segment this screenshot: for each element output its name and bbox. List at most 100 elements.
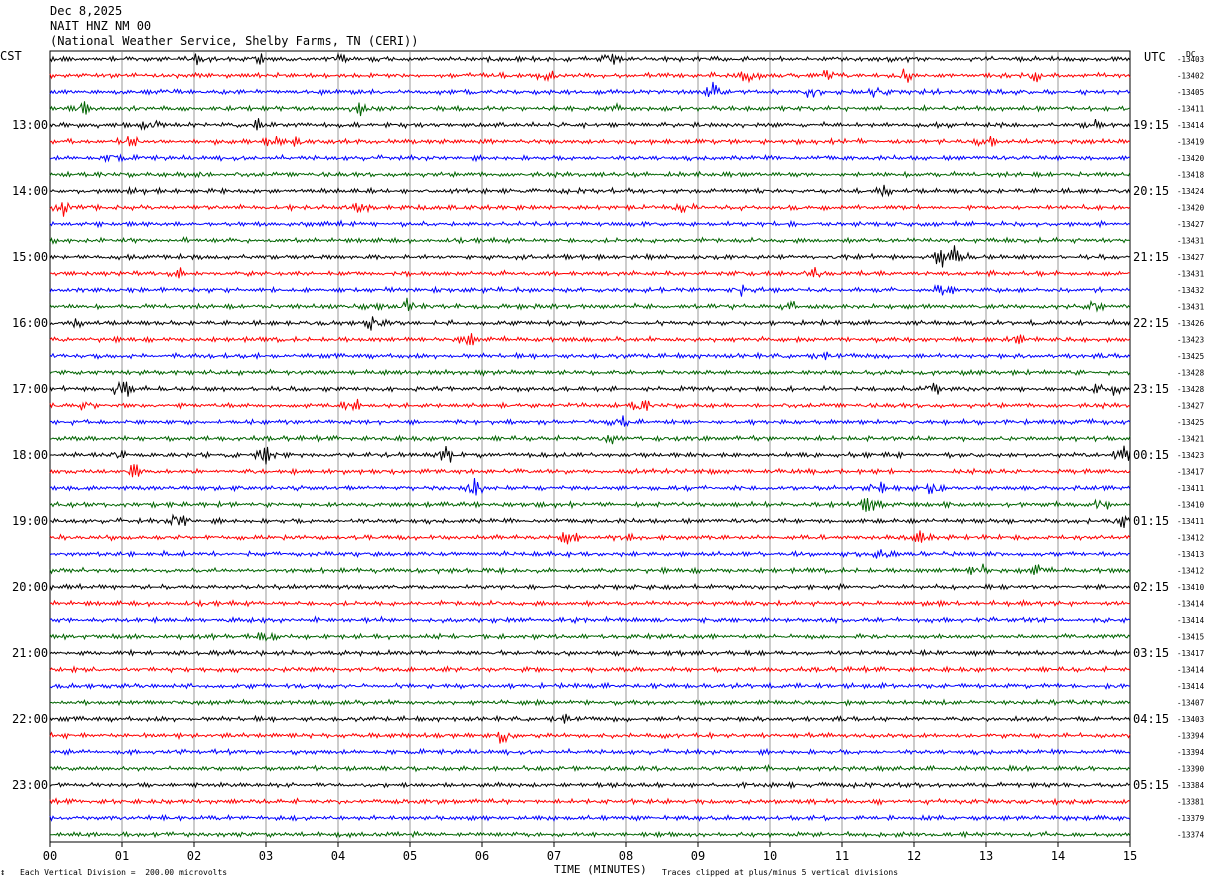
dc-offset-label: -13407 — [1177, 699, 1204, 708]
seismic-trace — [49, 236, 1131, 245]
dc-offset-label: -13426 — [1177, 319, 1205, 328]
dc-offset-label: -13394 — [1177, 732, 1205, 741]
dc-offset-label: -13413 — [1177, 550, 1204, 559]
utc-hour-label: 02:15 — [1133, 580, 1169, 594]
seismic-trace — [49, 219, 1131, 229]
seismic-trace — [49, 184, 1131, 198]
dc-offset-label: -13390 — [1177, 765, 1205, 774]
dc-offset-label: -13414 — [1177, 666, 1205, 675]
dc-offset-label: -13431 — [1177, 270, 1204, 279]
x-tick-label: 13 — [979, 849, 993, 863]
dc-offset-label: -13412 — [1177, 567, 1204, 576]
seismic-trace — [49, 445, 1131, 465]
utc-hour-label: 21:15 — [1133, 250, 1169, 264]
x-tick-label: 08 — [619, 849, 633, 863]
utc-hour-label: 00:15 — [1133, 448, 1169, 462]
x-tick-label: 12 — [907, 849, 921, 863]
dc-offset-label: -13384 — [1177, 781, 1205, 790]
dc-offset-label: -13414 — [1177, 600, 1205, 609]
dc-offset-label: -13417 — [1177, 468, 1204, 477]
seismic-trace — [49, 153, 1130, 164]
cst-hour-label: 22:00 — [12, 712, 48, 726]
dc-offset-label: -13411 — [1177, 105, 1204, 114]
seismic-trace — [49, 598, 1131, 608]
dc-offset-header: DC — [1186, 50, 1196, 59]
dc-offset-label: -13405 — [1177, 88, 1204, 97]
utc-hour-label: 01:15 — [1133, 514, 1169, 528]
seismic-trace — [49, 797, 1131, 807]
dc-offset-label: -13421 — [1177, 435, 1204, 444]
x-axis-title: TIME (MINUTES) — [554, 863, 647, 876]
dc-offset-label: -13423 — [1177, 336, 1204, 345]
x-tick-label: 07 — [547, 849, 561, 863]
seismic-trace — [49, 81, 1131, 98]
seismic-trace — [49, 333, 1131, 346]
left-timezone-label: CST — [0, 49, 22, 63]
seismic-trace — [49, 368, 1131, 377]
seismic-trace — [49, 615, 1131, 625]
dc-offset-label: -13410 — [1177, 583, 1205, 592]
seismic-trace — [49, 68, 1131, 84]
dc-offset-label: -13420 — [1177, 154, 1205, 163]
dc-offset-label: -13403 — [1177, 55, 1204, 64]
dc-offset-label: -13432 — [1177, 286, 1204, 295]
seismic-trace — [49, 398, 1131, 412]
dc-offset-label: -13417 — [1177, 649, 1204, 658]
station-code: NAIT HNZ NM 00 — [50, 19, 152, 33]
seismic-trace — [49, 101, 1131, 117]
utc-hour-label: 04:15 — [1133, 712, 1169, 726]
seismic-trace — [49, 415, 1131, 427]
dc-offset-label: -13423 — [1177, 451, 1204, 460]
dc-offset-label: -13414 — [1177, 121, 1205, 130]
cst-hour-label: 16:00 — [12, 316, 48, 330]
seismic-trace — [49, 813, 1131, 822]
dc-offset-label: -13431 — [1177, 237, 1204, 246]
dc-offset-label: -13411 — [1177, 517, 1204, 526]
cst-hour-label: 23:00 — [12, 778, 48, 792]
x-tick-label: 00 — [43, 849, 57, 863]
seismic-trace — [49, 464, 1131, 478]
seismic-trace — [49, 245, 1131, 268]
seismic-trace — [49, 763, 1131, 773]
x-tick-label: 04 — [331, 849, 345, 863]
cst-hour-label: 19:00 — [12, 514, 48, 528]
seismic-trace — [49, 664, 1131, 674]
seismic-trace — [49, 267, 1131, 279]
seismic-trace — [49, 434, 1131, 445]
cst-hour-label: 21:00 — [12, 646, 48, 660]
x-tick-label: 10 — [763, 849, 777, 863]
dc-offset-label: -13402 — [1177, 72, 1204, 81]
seismic-trace — [49, 284, 1131, 297]
seismic-trace — [49, 747, 1131, 757]
utc-hour-label: 22:15 — [1133, 316, 1169, 330]
grid-lines — [49, 50, 1131, 847]
seismic-trace — [49, 731, 1131, 744]
seismic-trace — [49, 713, 1131, 724]
seismic-trace — [49, 563, 1131, 576]
seismic-trace — [49, 530, 1131, 545]
dc-offset-label: -13420 — [1177, 204, 1205, 213]
seismic-trace — [49, 52, 1131, 66]
utc-hour-label: 19:15 — [1133, 118, 1169, 132]
dc-offset-label: -13410 — [1177, 501, 1205, 510]
utc-hour-label: 20:15 — [1133, 184, 1169, 198]
right-timezone-label: UTC — [1144, 50, 1166, 64]
station-location: (National Weather Service, Shelby Farms,… — [50, 34, 419, 48]
dc-offset-label: -13415 — [1177, 633, 1204, 642]
seismic-trace — [49, 118, 1131, 131]
seismic-trace — [49, 201, 1131, 217]
cst-hour-label: 15:00 — [12, 250, 48, 264]
x-tick-label: 14 — [1051, 849, 1065, 863]
vertical-scale-note: Each Vertical Division = 200.00 microvol… — [20, 868, 228, 877]
cst-hour-label: 17:00 — [12, 382, 48, 396]
seismic-trace — [49, 170, 1131, 179]
dc-offset-label: -13379 — [1177, 814, 1204, 823]
seismic-trace — [49, 316, 1131, 331]
dc-offset-label: -13425 — [1177, 418, 1204, 427]
dc-offset-label: -13428 — [1177, 385, 1205, 394]
seismic-trace — [49, 497, 1131, 512]
seismic-trace — [49, 582, 1131, 591]
seismic-trace — [49, 648, 1131, 658]
dc-offset-label: -13412 — [1177, 534, 1204, 543]
